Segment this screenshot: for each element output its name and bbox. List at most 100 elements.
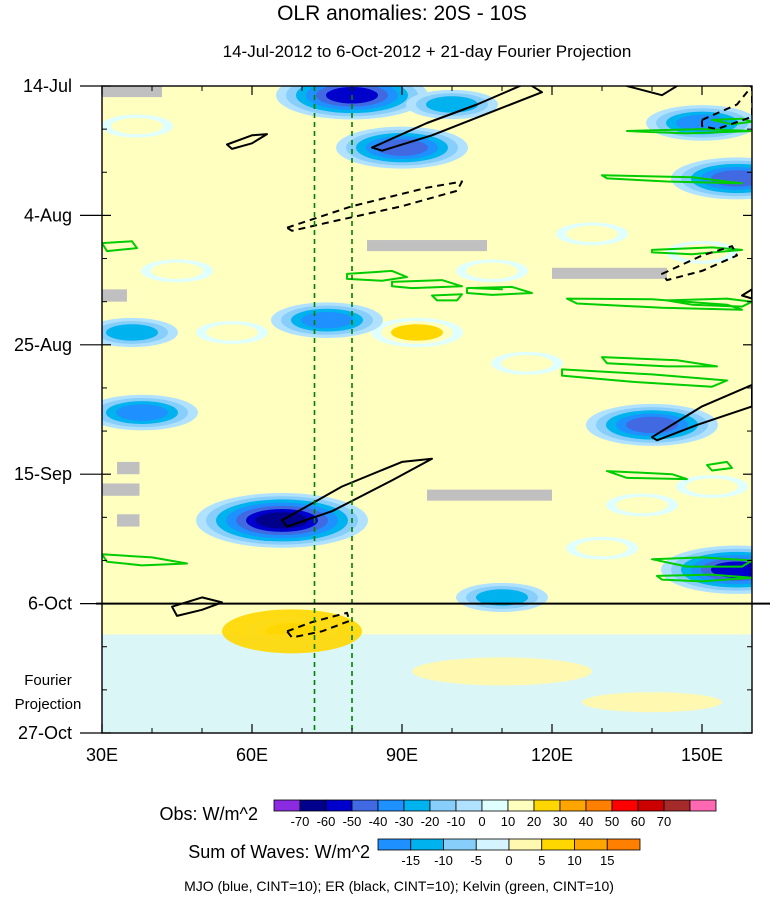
er-contour-positive bbox=[626, 86, 679, 97]
obs-legend-label: 0 bbox=[478, 814, 485, 829]
waves-legend-swatch bbox=[410, 838, 444, 851]
obs-legend-swatch bbox=[377, 799, 405, 812]
waves-legend-swatch bbox=[541, 838, 575, 851]
kelvin-contour bbox=[601, 174, 743, 185]
obs-legend-label: -20 bbox=[421, 814, 440, 829]
obs-legend-swatch bbox=[533, 799, 561, 812]
waves-legend-title: Sum of Waves: W/m^2 bbox=[188, 842, 370, 862]
waves-legend-label: 10 bbox=[567, 853, 581, 868]
missing-data-box bbox=[427, 489, 552, 501]
waves-legend-label: 15 bbox=[600, 853, 614, 868]
er-contour-positive bbox=[171, 596, 223, 617]
positive-anomaly-mark bbox=[206, 324, 258, 341]
kelvin-contour bbox=[601, 356, 718, 368]
projection-label-line2: Projection bbox=[15, 696, 82, 713]
missing-data-box bbox=[552, 267, 667, 279]
kelvin-contour bbox=[666, 297, 752, 308]
obs-legend-label: -70 bbox=[291, 814, 310, 829]
positive-anomaly-mark bbox=[111, 117, 163, 135]
obs-legend-swatch bbox=[637, 799, 665, 812]
chart-title: OLR anomalies: 20S - 10S bbox=[277, 2, 527, 25]
projection-weak-mark bbox=[412, 657, 592, 686]
kelvin-contour bbox=[102, 240, 138, 253]
er-contour-positive bbox=[741, 288, 752, 300]
er-contour-positive bbox=[651, 383, 752, 442]
obs-legend-label: -50 bbox=[343, 814, 362, 829]
positive-anomaly-mark bbox=[576, 539, 628, 557]
obs-legend-label: -30 bbox=[395, 814, 414, 829]
negative-anomaly-mark bbox=[116, 404, 168, 421]
kelvin-contour bbox=[651, 246, 743, 256]
positive-anomaly-mark bbox=[466, 262, 518, 280]
obs-legend-swatch bbox=[351, 799, 379, 812]
obs-legend-label: 30 bbox=[553, 814, 567, 829]
positive-anomaly-mark bbox=[501, 355, 553, 372]
axes: 30E 60E 90E 120E 150E 14-Jul 4-Aug 25-Aug 15-Sep… bbox=[14, 76, 770, 765]
waves-legend-label: -10 bbox=[434, 853, 453, 868]
projection-weak-mark bbox=[582, 692, 722, 713]
waves-legend-label: -5 bbox=[470, 853, 482, 868]
y-tick-label: 27-Oct bbox=[18, 723, 72, 743]
kelvin-contour bbox=[626, 128, 752, 135]
kelvin-contour bbox=[606, 470, 688, 481]
missing-data-box bbox=[102, 483, 140, 496]
y-tick-label: 4-Aug bbox=[24, 205, 72, 225]
positive-anomaly-mark bbox=[391, 324, 443, 341]
positive-anomaly-mark bbox=[616, 496, 668, 514]
waves-legend: -15 -10 -5 0 5 10 15 bbox=[377, 838, 641, 868]
er-contour-negative bbox=[701, 86, 752, 131]
missing-data-box bbox=[102, 86, 162, 98]
negative-anomaly-mark bbox=[106, 324, 158, 341]
er-contour-positive bbox=[226, 133, 268, 150]
negative-anomaly-mark bbox=[301, 311, 353, 329]
er-contour-positive bbox=[371, 86, 543, 152]
projection-shading bbox=[102, 609, 752, 733]
er-contour-negative bbox=[286, 611, 351, 639]
kelvin-contour bbox=[711, 117, 752, 126]
obs-legend-swatch bbox=[559, 799, 587, 812]
negative-anomaly-mark bbox=[476, 589, 528, 606]
obs-legend-swatch bbox=[273, 799, 301, 812]
kelvin-contour bbox=[656, 573, 752, 583]
missing-data-box bbox=[117, 461, 140, 475]
positive-anomaly-mark bbox=[151, 262, 203, 280]
obs-legend-label: 10 bbox=[501, 814, 515, 829]
kelvin-contour bbox=[466, 285, 533, 296]
kelvin-contour bbox=[391, 279, 463, 290]
negative-anomaly-mark bbox=[426, 96, 478, 113]
negative-anomaly-mark bbox=[376, 139, 428, 156]
kelvin-contour bbox=[431, 293, 463, 302]
obs-legend-label: 20 bbox=[527, 814, 541, 829]
er-contour-negative bbox=[661, 245, 738, 282]
y-tick-label: 15-Sep bbox=[14, 464, 72, 484]
obs-legend-swatch bbox=[611, 799, 639, 812]
positive-anomaly-mark bbox=[566, 225, 618, 243]
obs-legend-swatch bbox=[299, 799, 327, 812]
positive-anomaly-mark bbox=[686, 478, 738, 495]
obs-legend: -70 -60 -50 -40 -30 -20 -10 0 10 20 30 40 50 60 70 bbox=[273, 799, 717, 829]
obs-legend-label: 70 bbox=[657, 814, 671, 829]
waves-legend-label: 5 bbox=[538, 853, 545, 868]
obs-legend-swatch bbox=[663, 799, 691, 812]
x-tick-label: 30E bbox=[86, 745, 118, 765]
kelvin-contour bbox=[706, 460, 733, 472]
missing-data bbox=[102, 86, 667, 527]
obs-legend-swatch bbox=[429, 799, 457, 812]
footnote: MJO (blue, CINT=10); ER (black, CINT=10)… bbox=[184, 878, 614, 894]
y-tick-label: 25-Aug bbox=[14, 335, 72, 355]
plot-frame bbox=[101, 85, 753, 734]
waves-legend-swatch bbox=[377, 838, 412, 851]
obs-legend-swatch bbox=[481, 799, 509, 812]
obs-legend-swatch bbox=[689, 799, 717, 812]
waves-legend-swatch bbox=[443, 838, 477, 851]
projection-label-line1: Fourier bbox=[24, 672, 72, 689]
obs-legend-swatch bbox=[585, 799, 613, 812]
y-tick-label: 6-Oct bbox=[28, 594, 72, 614]
missing-data-box bbox=[117, 514, 140, 527]
missing-data-box bbox=[367, 240, 487, 252]
obs-legend-label: -40 bbox=[369, 814, 388, 829]
obs-legend-label: 50 bbox=[605, 814, 619, 829]
obs-legend-label: 60 bbox=[631, 814, 645, 829]
projection-negative-band bbox=[102, 634, 752, 733]
anomaly-field bbox=[102, 86, 752, 646]
